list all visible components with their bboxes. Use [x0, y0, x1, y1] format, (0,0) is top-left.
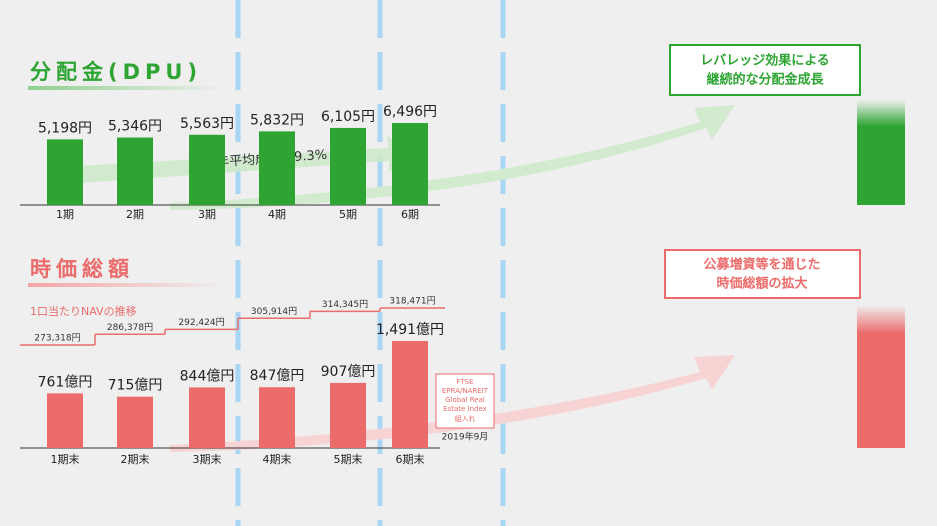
category-label: 5期末 [334, 452, 363, 466]
value-label: 715億円 [108, 378, 163, 394]
nav-label: 314,345円 [322, 299, 368, 310]
callout-box [664, 249, 861, 299]
bar [189, 387, 225, 448]
title-underline [28, 86, 228, 90]
bar [189, 134, 225, 205]
value-label: 5,198円 [38, 120, 92, 136]
bar [392, 341, 428, 448]
value-label: 907億円 [321, 364, 376, 380]
index-line: 組入れ [455, 414, 476, 423]
category-label: 6期末 [396, 452, 425, 466]
callout-text: レバレッジ効果による [700, 53, 830, 69]
bar [47, 393, 83, 448]
nav-label: 273,318円 [34, 333, 80, 344]
bar [330, 382, 366, 448]
bar [117, 137, 153, 205]
growth-arrow [170, 355, 735, 452]
callout-text: 継続的な分配金成長 [706, 72, 824, 88]
value-label: 761億円 [38, 374, 93, 390]
index-line: Estate Index [443, 405, 487, 413]
bar [47, 139, 83, 205]
value-label: 5,346円 [108, 119, 162, 135]
bar [117, 396, 153, 448]
category-label: 5期 [339, 208, 357, 221]
value-label: 847億円 [250, 368, 305, 384]
future-bar [857, 305, 905, 448]
cagr-arrow [78, 136, 415, 183]
future-bar [857, 100, 905, 205]
index-date: 2019年9月 [442, 431, 489, 443]
category-label: 4期末 [263, 452, 292, 466]
value-label: 5,832円 [250, 112, 304, 128]
index-line: FTSE [456, 378, 473, 386]
bar [259, 387, 295, 448]
category-label: 4期 [268, 208, 286, 221]
callout-box [669, 44, 861, 96]
bar [330, 127, 366, 205]
title-underline [28, 283, 228, 287]
index-line: Global Real [445, 396, 485, 404]
nav-title: 1口当たりNAVの推移 [30, 304, 137, 318]
section-title: 時価総額 [30, 257, 134, 281]
callout-text: 公募増資等を通じた [703, 257, 820, 273]
category-label: 6期 [401, 208, 419, 221]
value-label: 1,491億円 [376, 322, 444, 338]
bar [392, 123, 428, 205]
index-line: EPRA/NAREIT [442, 387, 489, 395]
category-label: 1期末 [51, 452, 80, 466]
nav-label: 305,914円 [251, 306, 297, 317]
value-label: 844億円 [180, 368, 235, 384]
category-label: 2期 [126, 208, 144, 221]
index-box [435, 373, 495, 429]
category-label: 1期 [56, 208, 74, 221]
nav-label: 286,378円 [107, 322, 153, 333]
callout-text: 時価総額の拡大 [716, 276, 807, 292]
category-label: 2期末 [121, 452, 150, 466]
index-text: FTSE EPRA/NAREIT Global Real Estate Inde… [442, 378, 489, 423]
nav-label: 318,471円 [389, 296, 435, 307]
category-label: 3期 [198, 208, 216, 221]
value-label: 6,105円 [321, 109, 375, 125]
nav-label: 292,424円 [178, 317, 224, 328]
value-label: 5,563円 [180, 116, 234, 132]
section-title: 分配金(DPU) [30, 60, 202, 84]
category-label: 3期末 [193, 452, 222, 466]
value-label: 6,496円 [383, 104, 437, 120]
bar [259, 131, 295, 205]
